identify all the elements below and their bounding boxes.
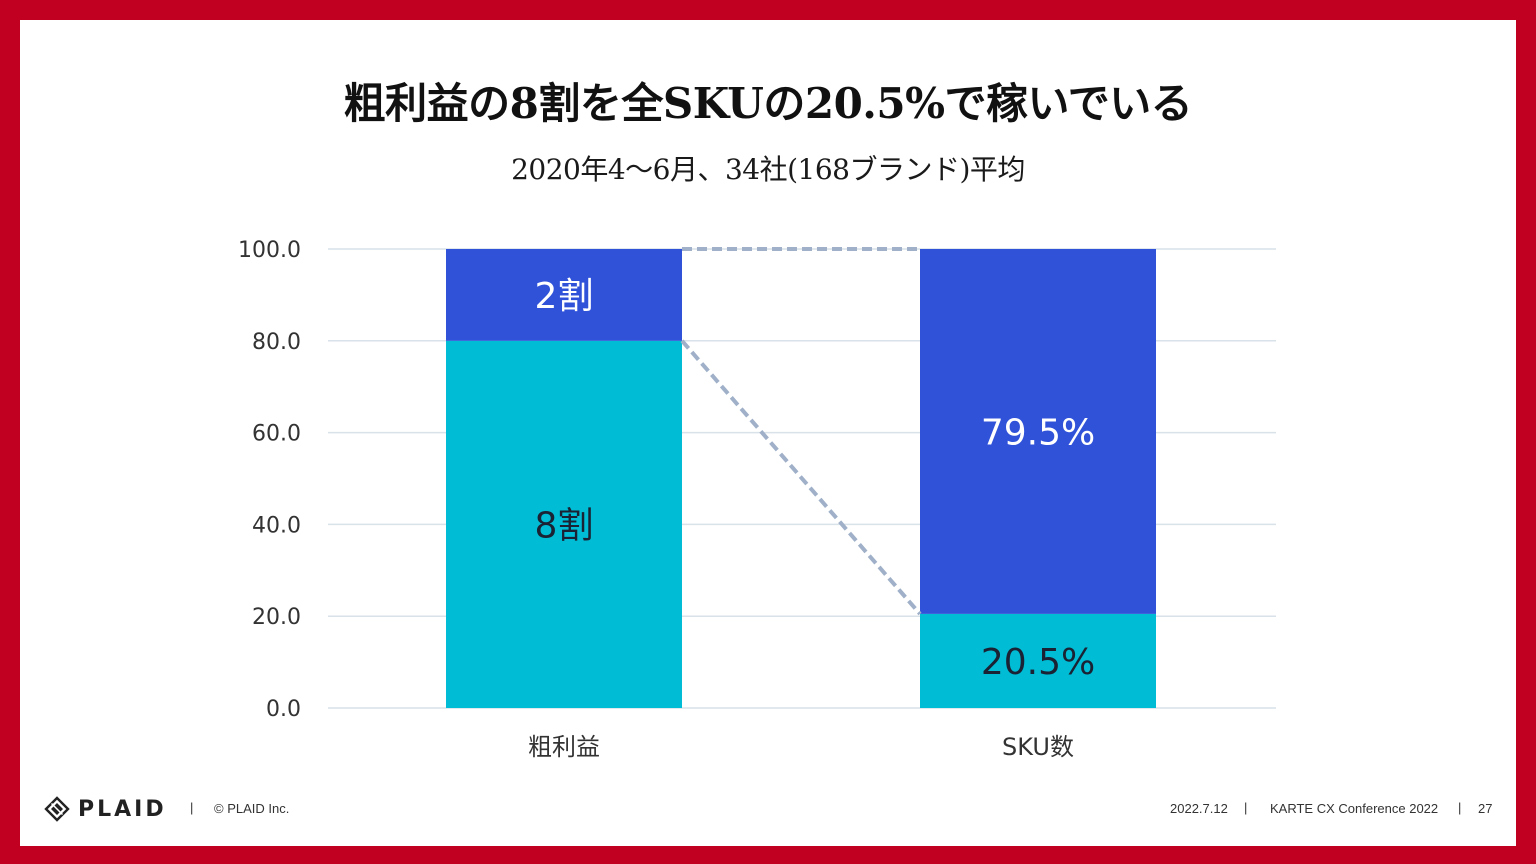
slide-subtitle: 2020年4～6月、34社(168ブランド)平均 — [511, 153, 1025, 186]
footer-date: 2022.7.12 — [1170, 801, 1228, 816]
footer-separator: | — [1244, 800, 1248, 815]
bar-segment — [920, 613, 1156, 708]
bar-segment — [920, 249, 1156, 614]
logo-text: PLAID — [78, 796, 167, 822]
data-label: 20.5% — [981, 642, 1095, 683]
data-label: 79.5% — [981, 412, 1095, 453]
footer-event: KARTE CX Conference 2022 — [1270, 801, 1439, 816]
y-tick-label: 0.0 — [266, 697, 301, 722]
plaid-logo-icon — [44, 796, 70, 822]
data-label: 2割 — [535, 276, 594, 317]
bar-segment — [446, 340, 682, 708]
y-tick-label: 100.0 — [238, 238, 301, 263]
slide-title: 粗利益の8割を全SKUの20.5%で稼いでいる — [343, 79, 1193, 128]
footer-page-number: 27 — [1478, 801, 1493, 816]
connector-line — [680, 339, 922, 616]
footer-separator: | — [1458, 800, 1462, 815]
y-tick-label: 60.0 — [252, 422, 301, 447]
x-tick-label: 粗利益 — [528, 733, 600, 761]
y-tick-label: 80.0 — [252, 330, 301, 355]
y-tick-label: 40.0 — [252, 513, 301, 538]
data-label: 8割 — [535, 505, 594, 546]
bar-segment — [446, 249, 682, 341]
slide: 粗利益の8割を全SKUの20.5%で稼いでいる 2020年4～6月、34社(16… — [20, 20, 1516, 846]
x-tick-label: SKU数 — [1002, 733, 1074, 761]
footer-logo: PLAID — [44, 796, 167, 822]
footer-copyright: © PLAID Inc. — [214, 801, 290, 816]
footer-separator: | — [190, 800, 194, 815]
y-tick-label: 20.0 — [252, 605, 301, 630]
